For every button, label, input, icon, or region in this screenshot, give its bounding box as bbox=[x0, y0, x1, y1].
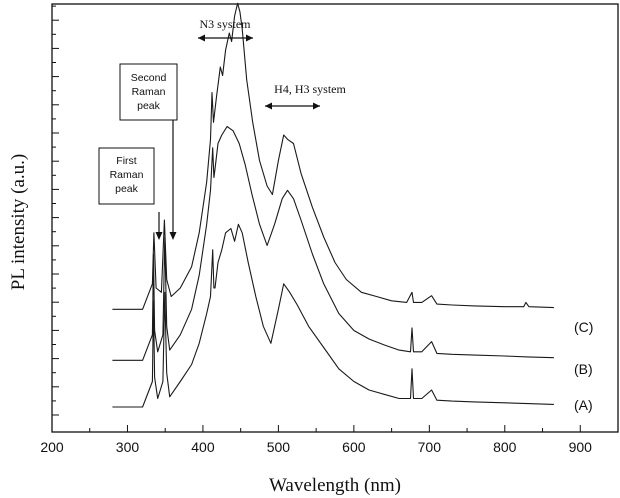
h4h3-arrowhead-right bbox=[313, 102, 320, 110]
x-tick-label: 800 bbox=[493, 439, 517, 455]
x-tick-label: 200 bbox=[40, 439, 64, 455]
x-tick-label: 400 bbox=[191, 439, 215, 455]
x-tick-label: 500 bbox=[267, 439, 291, 455]
second-raman-line-1: Second bbox=[131, 72, 167, 84]
n3-arrowhead-left bbox=[198, 34, 205, 42]
series-line-c bbox=[112, 2, 554, 310]
first-raman-line-3: peak bbox=[115, 183, 139, 195]
first-raman-box bbox=[98, 147, 155, 205]
series-line-a bbox=[112, 223, 554, 408]
x-tick-label: 700 bbox=[418, 439, 442, 455]
h4h3-annotation: H4, H3 system bbox=[265, 82, 346, 110]
h4h3-arrowhead-left bbox=[265, 102, 272, 110]
n3-annotation: N3 system bbox=[198, 17, 253, 42]
series-labels: (A) (B) (C) bbox=[574, 319, 593, 413]
n3-arrowhead-right bbox=[246, 34, 253, 42]
series-label-a: (A) bbox=[574, 397, 593, 413]
second-raman-line-3: peak bbox=[137, 100, 161, 112]
first-raman-arrowhead bbox=[155, 232, 163, 240]
first-raman-annotation: First Raman peak bbox=[98, 147, 163, 240]
series-label-c: (C) bbox=[574, 319, 593, 335]
series-line-b bbox=[112, 125, 554, 361]
second-raman-annotation: Second Raman peak bbox=[119, 63, 178, 240]
second-raman-line-2: Raman bbox=[132, 86, 166, 98]
x-axis-title: Wavelength (nm) bbox=[269, 475, 401, 496]
x-tick-label: 900 bbox=[569, 439, 593, 455]
first-raman-line-1: First bbox=[116, 155, 136, 167]
x-tick-label: 300 bbox=[116, 439, 140, 455]
series-label-b: (B) bbox=[574, 361, 593, 377]
x-axis-ticks: 200 300 400 500 600 700 800 900 bbox=[40, 425, 592, 455]
h4h3-label: H4, H3 system bbox=[274, 82, 346, 96]
y-axis-ticks bbox=[52, 5, 59, 416]
second-raman-box bbox=[119, 63, 178, 121]
second-raman-arrowhead bbox=[169, 232, 177, 240]
y-axis-title: PL intensity (a.u.) bbox=[8, 154, 29, 291]
first-raman-line-2: Raman bbox=[110, 169, 144, 181]
n3-label: N3 system bbox=[200, 17, 252, 31]
series-lines bbox=[112, 2, 554, 408]
x-tick-label: 600 bbox=[342, 439, 366, 455]
